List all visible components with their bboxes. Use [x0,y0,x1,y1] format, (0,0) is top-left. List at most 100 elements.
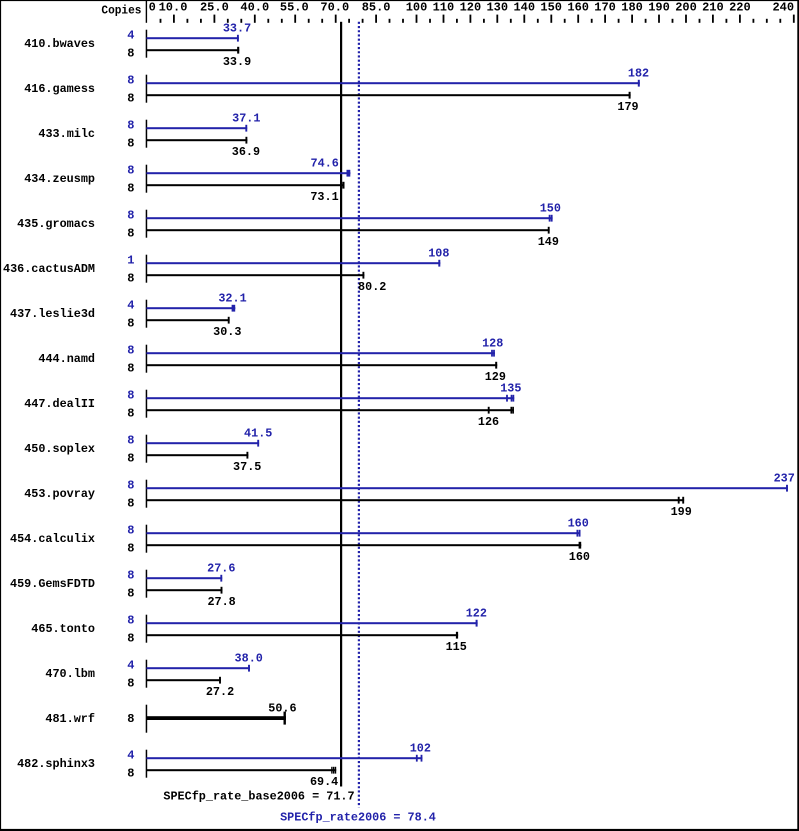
svg-text:8: 8 [127,614,134,628]
svg-text:237: 237 [774,471,795,485]
svg-text:129: 129 [485,370,506,384]
svg-text:130: 130 [486,1,508,15]
svg-text:8: 8 [127,92,134,106]
svg-text:4: 4 [127,299,134,313]
svg-text:8: 8 [127,137,134,151]
svg-text:27.2: 27.2 [206,685,234,699]
svg-text:450.soplex: 450.soplex [24,442,95,456]
svg-text:8: 8 [127,542,134,556]
svg-text:33.7: 33.7 [223,21,251,35]
svg-text:434.zeusmp: 434.zeusmp [24,172,95,186]
svg-text:10.0: 10.0 [159,1,188,15]
svg-text:115: 115 [446,640,467,654]
svg-text:8: 8 [127,524,134,538]
svg-text:33.9: 33.9 [223,55,251,69]
svg-text:459.GemsFDTD: 459.GemsFDTD [10,577,95,591]
svg-text:437.leslie3d: 437.leslie3d [10,307,95,321]
svg-text:38.0: 38.0 [235,651,263,665]
svg-text:416.gamess: 416.gamess [24,82,95,96]
svg-text:8: 8 [127,434,134,448]
svg-text:8: 8 [127,569,134,583]
svg-text:100: 100 [406,1,428,15]
svg-text:8: 8 [127,209,134,223]
svg-text:8: 8 [127,164,134,178]
svg-text:37.5: 37.5 [233,460,261,474]
svg-text:240: 240 [772,1,794,15]
svg-text:8: 8 [127,362,134,376]
svg-text:8: 8 [127,632,134,646]
svg-text:140: 140 [513,1,535,15]
svg-text:410.bwaves: 410.bwaves [24,37,95,51]
svg-text:8: 8 [127,677,134,691]
svg-text:8: 8 [127,272,134,286]
svg-text:190: 190 [648,1,670,15]
svg-text:37.1: 37.1 [232,111,260,125]
svg-text:70.0: 70.0 [320,1,349,15]
svg-text:8: 8 [127,407,134,421]
svg-text:8: 8 [127,227,134,241]
svg-text:8: 8 [127,47,134,61]
svg-text:8: 8 [127,497,134,511]
svg-text:40.0: 40.0 [240,1,269,15]
svg-text:160: 160 [568,516,589,530]
svg-text:8: 8 [127,119,134,133]
svg-text:149: 149 [538,235,559,249]
svg-text:80.2: 80.2 [358,280,386,294]
svg-text:8: 8 [127,479,134,493]
svg-text:150: 150 [540,1,562,15]
svg-text:8: 8 [127,452,134,466]
svg-text:SPECfp_rate2006 = 78.4: SPECfp_rate2006 = 78.4 [280,811,436,825]
svg-text:25.0: 25.0 [200,1,229,15]
svg-text:69.4: 69.4 [310,775,338,789]
svg-text:160: 160 [569,550,590,564]
svg-text:8: 8 [127,317,134,331]
svg-text:32.1: 32.1 [218,291,246,305]
svg-text:120: 120 [460,1,482,15]
svg-text:73.1: 73.1 [310,190,338,204]
svg-text:8: 8 [127,767,134,781]
svg-text:150: 150 [540,201,561,215]
svg-text:170: 170 [594,1,616,15]
svg-text:482.sphinx3: 482.sphinx3 [17,757,95,771]
svg-text:50.6: 50.6 [268,702,296,716]
svg-text:447.dealII: 447.dealII [24,397,95,411]
svg-text:74.6: 74.6 [311,156,339,170]
svg-text:4: 4 [127,29,134,43]
svg-text:55.0: 55.0 [280,1,309,15]
svg-text:436.cactusADM: 436.cactusADM [3,262,95,276]
svg-text:8: 8 [127,389,134,403]
svg-text:179: 179 [617,100,638,114]
svg-text:102: 102 [410,741,431,755]
svg-text:8: 8 [127,712,134,726]
svg-text:182: 182 [628,66,649,80]
svg-text:108: 108 [428,246,449,260]
svg-text:1: 1 [127,254,134,268]
svg-text:27.6: 27.6 [207,561,235,575]
svg-text:122: 122 [466,606,487,620]
svg-text:199: 199 [671,505,692,519]
svg-text:41.5: 41.5 [244,426,272,440]
svg-text:SPECfp_rate_base2006 = 71.7: SPECfp_rate_base2006 = 71.7 [163,790,354,804]
svg-text:180: 180 [621,1,643,15]
svg-text:36.9: 36.9 [232,145,260,159]
svg-text:453.povray: 453.povray [24,487,95,501]
svg-text:4: 4 [127,749,134,763]
svg-text:8: 8 [127,587,134,601]
svg-text:0: 0 [149,1,156,15]
svg-text:433.milc: 433.milc [38,127,95,141]
svg-text:481.wrf: 481.wrf [45,712,95,726]
svg-text:210: 210 [702,1,724,15]
svg-text:27.8: 27.8 [207,595,235,609]
svg-text:465.tonto: 465.tonto [31,622,95,636]
svg-text:8: 8 [127,182,134,196]
svg-text:126: 126 [478,415,499,429]
svg-text:444.namd: 444.namd [38,352,95,366]
svg-text:8: 8 [127,344,134,358]
svg-text:200: 200 [675,1,697,15]
svg-text:30.3: 30.3 [213,325,241,339]
svg-text:160: 160 [567,1,589,15]
svg-text:135: 135 [500,381,521,395]
svg-text:435.gromacs: 435.gromacs [17,217,95,231]
svg-text:85.0: 85.0 [362,1,391,15]
svg-text:454.calculix: 454.calculix [10,532,95,546]
